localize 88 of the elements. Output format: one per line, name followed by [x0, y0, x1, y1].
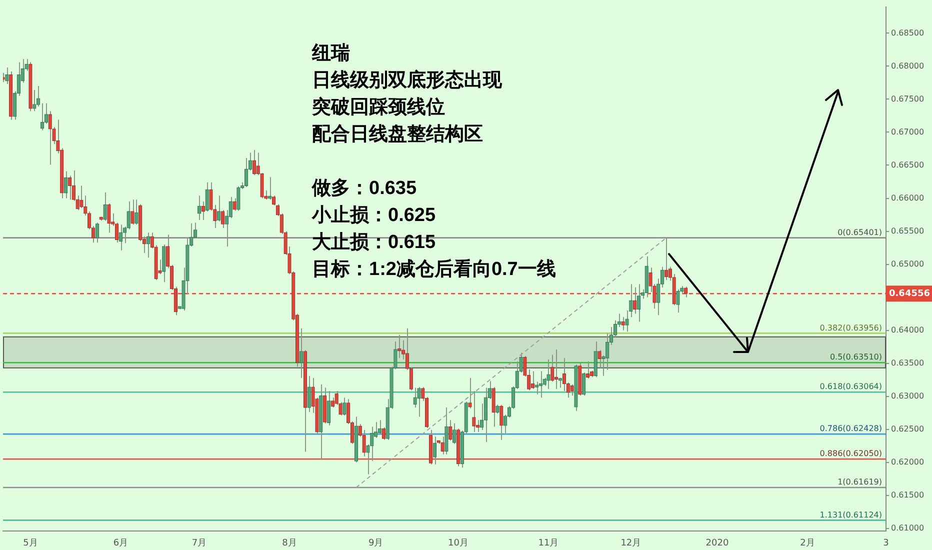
x-tick-label: 5月	[23, 538, 38, 549]
candlestick	[534, 381, 539, 395]
x-tick-label: 7月	[192, 538, 207, 549]
candlestick	[244, 157, 248, 188]
y-tick-label: 0.63000	[891, 391, 924, 400]
y-tick-label: 0.66500	[891, 160, 924, 170]
candlestick	[500, 404, 504, 440]
candlestick	[413, 387, 417, 408]
ref-line-label: 0.382(0.63956)	[820, 323, 882, 332]
y-tick-label: 0.63500	[891, 358, 924, 368]
ref-line-label: 0.5(0.63510)	[830, 352, 882, 362]
candlestick	[546, 358, 550, 390]
candlestick	[621, 316, 625, 331]
candlestick	[130, 199, 134, 226]
candlestick	[64, 170, 68, 199]
candlestick	[134, 199, 138, 226]
candlestick	[452, 422, 456, 444]
y-tick-label: 0.65500	[891, 226, 924, 236]
candlestick	[5, 67, 9, 85]
y-tick-label: 0.62000	[891, 457, 924, 466]
ref-line-label: 0.786(0.62428)	[820, 424, 882, 434]
y-tick-label: 0.68500	[891, 28, 924, 38]
candlestick	[378, 420, 382, 434]
ref-line-label: 0(0.65401)	[838, 228, 882, 237]
x-tick-label: 10月	[448, 538, 468, 549]
x-tick-label: 8月	[282, 538, 297, 549]
candlestick	[562, 358, 566, 392]
x-tick-label: 11月	[538, 538, 559, 549]
candlestick	[217, 195, 221, 222]
candlestick	[307, 375, 311, 413]
candlestick	[448, 420, 452, 442]
candlestick	[586, 360, 590, 379]
y-tick-label: 0.62500	[891, 424, 924, 434]
candlestick	[570, 384, 574, 396]
y-tick-label: 0.67000	[891, 127, 924, 136]
x-tick-label: 3	[883, 538, 889, 549]
y-tick-label: 0.67500	[891, 94, 924, 104]
candlestick	[201, 201, 205, 221]
annotation: 突破回踩颈线位	[312, 96, 446, 120]
candlestick	[606, 333, 610, 370]
candlestick	[550, 354, 554, 382]
candlestick	[484, 387, 488, 442]
y-tick-label: 0.64000	[891, 325, 924, 334]
candlestick	[252, 150, 256, 176]
x-tick-label: 12月	[620, 538, 642, 549]
candlestick	[598, 350, 602, 368]
ref-line-label: 0.64556	[889, 288, 930, 299]
y-tick-label: 0.61000	[891, 523, 924, 532]
annotation: 配合日线盘整结构区	[312, 123, 484, 147]
candlestick	[582, 372, 586, 396]
ref-line-label: 1(0.61619)	[838, 478, 882, 487]
candlestick	[32, 89, 36, 112]
candlestick	[440, 436, 444, 455]
candlestick	[326, 390, 331, 426]
annotation: 做多：0.635	[312, 177, 418, 201]
annotation: 小止损：0.625	[312, 204, 437, 228]
candlestick	[197, 195, 202, 221]
y-tick-label: 0.65000	[891, 259, 924, 268]
annotation: 目标：1:2减仓后看向0.7一线	[312, 258, 556, 282]
y-tick-label: 0.68000	[891, 61, 924, 70]
candlestick	[417, 386, 421, 418]
ref-line-label: 0.618(0.63064)	[820, 382, 882, 392]
annotation: 大止损：0.615	[312, 231, 437, 255]
candlestick	[432, 436, 437, 465]
candlestick	[342, 397, 346, 416]
x-tick-label: 2月	[800, 538, 815, 549]
y-tick-label: 0.66000	[891, 193, 924, 202]
ref-line-label: 0.886(0.62050)	[820, 449, 882, 458]
candlestick	[330, 397, 334, 408]
candlestick	[236, 186, 240, 212]
candlestick	[232, 198, 236, 212]
ref-line-label: 1.131(0.61124)	[820, 510, 882, 520]
candlestick	[468, 377, 472, 409]
candlestick	[68, 175, 72, 200]
candlestick	[103, 192, 107, 222]
candlestick	[299, 328, 304, 378]
annotation: 日线级别双底形态出现	[312, 68, 503, 93]
candlestick	[40, 102, 44, 131]
x-tick-label: 2020	[706, 538, 729, 549]
x-tick-label: 9月	[368, 538, 384, 549]
y-tick-label: 0.61500	[891, 490, 924, 500]
candlestick	[36, 86, 40, 107]
candlestick	[84, 195, 88, 216]
annotation: 纽瑞	[312, 42, 351, 66]
candlestick	[472, 390, 476, 432]
candlestick	[636, 284, 641, 322]
x-tick-label: 6月	[113, 538, 128, 549]
candlestick	[530, 370, 535, 390]
